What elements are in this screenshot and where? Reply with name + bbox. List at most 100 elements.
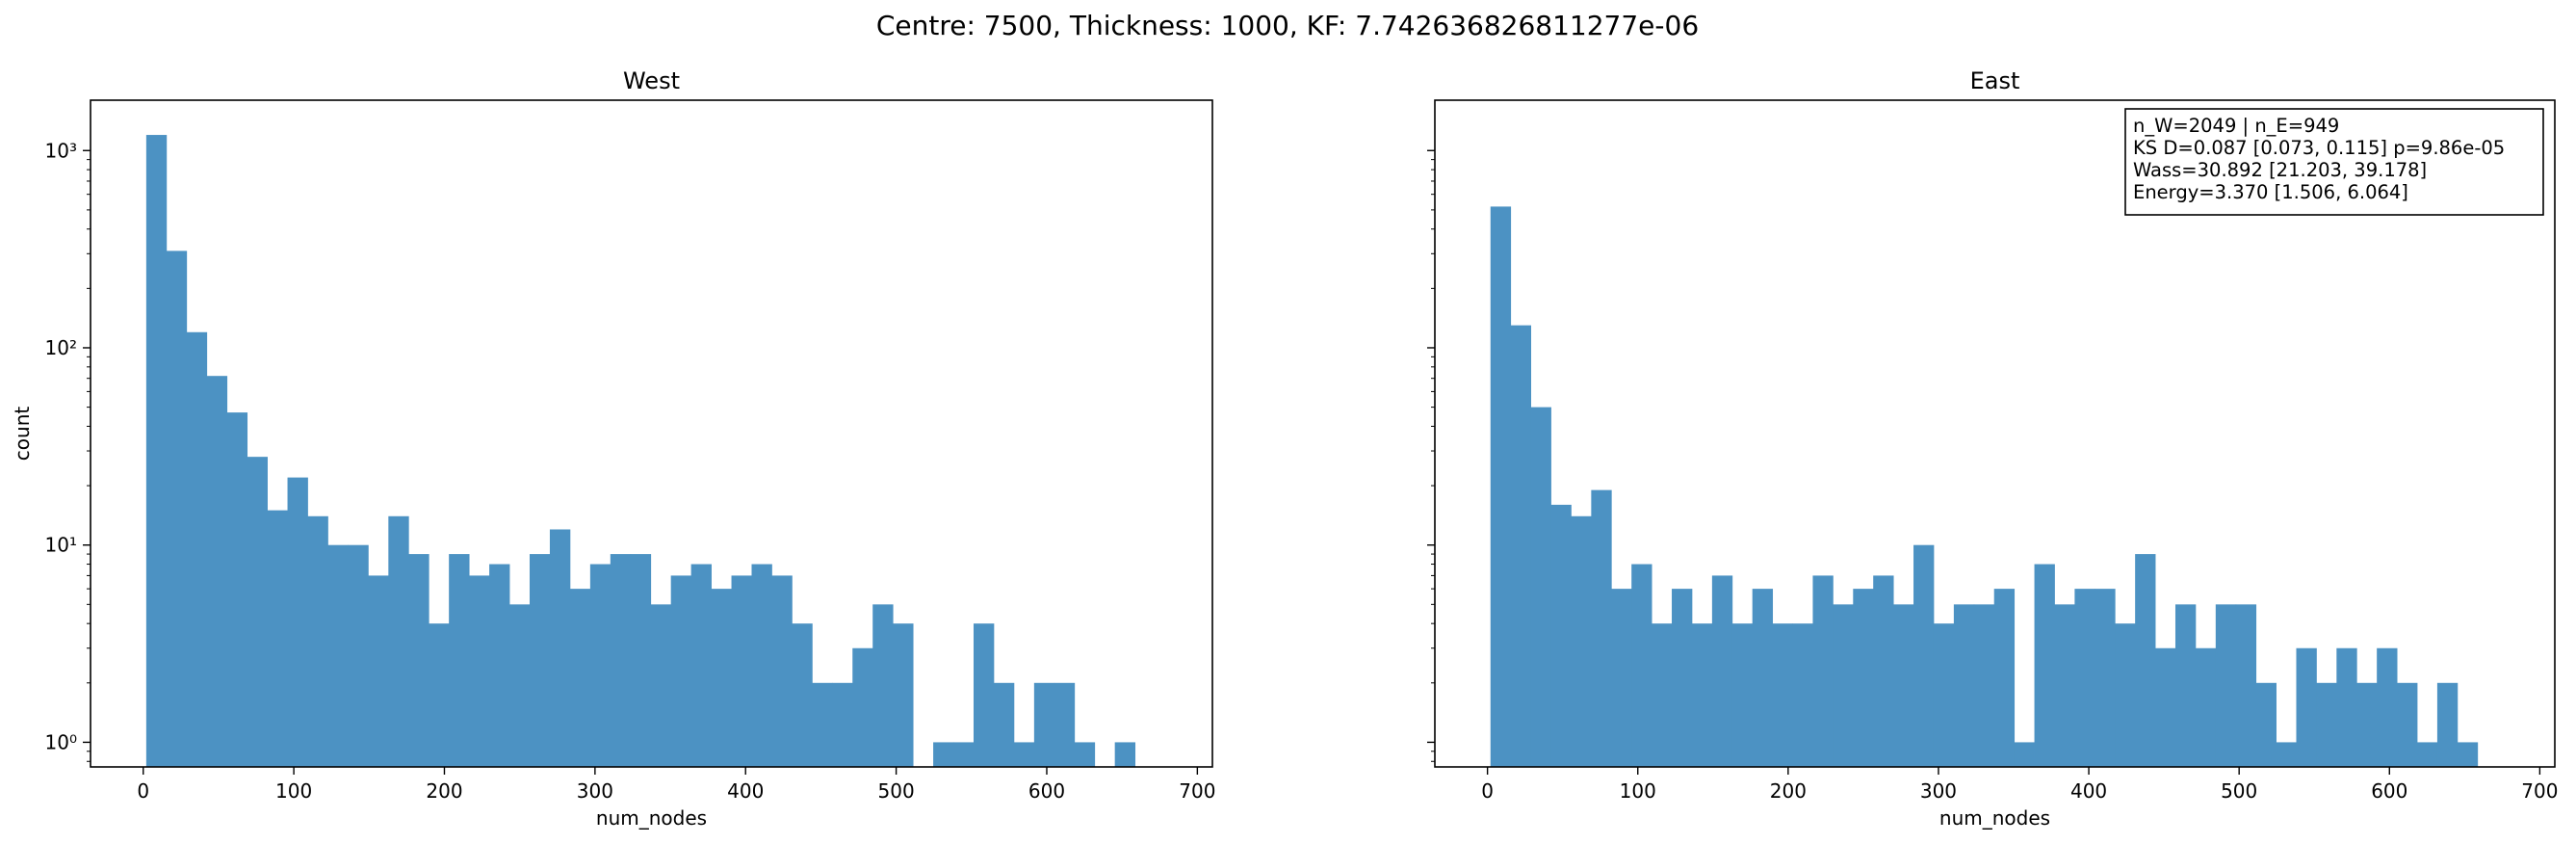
histogram-bar bbox=[872, 604, 894, 767]
histogram-bar bbox=[1591, 489, 1612, 767]
histogram-bar bbox=[388, 515, 409, 767]
histogram-bar bbox=[1611, 589, 1632, 767]
histogram-bar bbox=[1054, 682, 1076, 767]
histogram-bar bbox=[247, 457, 268, 767]
histogram-bar bbox=[1033, 682, 1055, 767]
histogram-bar bbox=[2417, 742, 2438, 767]
east-bars bbox=[1490, 206, 2479, 767]
x-tick-label: 300 bbox=[577, 779, 613, 803]
histogram-bar bbox=[1510, 325, 1531, 767]
histogram-bar bbox=[2436, 682, 2459, 767]
figure-title: Centre: 7500, Thickness: 1000, KF: 7.742… bbox=[876, 10, 1699, 41]
histogram-bar bbox=[2397, 682, 2418, 767]
stats-annotation-box: n_W=2049 | n_E=949 KS D=0.087 [0.073, 0.… bbox=[2124, 108, 2544, 216]
histogram-bar bbox=[186, 331, 208, 767]
y-tick-label: 10¹ bbox=[45, 534, 77, 557]
x-tick-label: 0 bbox=[137, 779, 149, 803]
histogram-bar bbox=[1953, 604, 1975, 767]
histogram-bar bbox=[1873, 575, 1894, 767]
histogram-bar bbox=[973, 623, 995, 767]
histogram-bar bbox=[2377, 647, 2398, 767]
histogram-bar bbox=[589, 564, 611, 767]
histogram-bar bbox=[408, 554, 429, 767]
histogram-bar bbox=[2215, 604, 2237, 767]
x-tick-label: 600 bbox=[2371, 779, 2407, 803]
histogram-bar bbox=[1893, 604, 1914, 767]
histogram-bar bbox=[690, 564, 712, 767]
histogram-bar bbox=[933, 742, 954, 767]
stats-line-counts: n_W=2049 | n_E=949 bbox=[2133, 115, 2339, 137]
histogram-bar bbox=[2135, 554, 2156, 767]
histogram-bar bbox=[1752, 589, 1774, 767]
histogram-bar bbox=[1933, 623, 1955, 767]
histogram-bar bbox=[771, 575, 793, 767]
histogram-bar bbox=[1074, 742, 1096, 767]
histogram-bar bbox=[2054, 604, 2075, 767]
histogram-bar bbox=[1772, 623, 1793, 767]
stats-line-ks: KS D=0.087 [0.073, 0.115] p=9.86e-05 bbox=[2133, 137, 2505, 159]
histogram-bar bbox=[751, 564, 772, 767]
histogram-bar bbox=[549, 529, 571, 767]
x-tick-label: 300 bbox=[1920, 779, 1957, 803]
west-y-axis-label: count bbox=[11, 407, 34, 462]
histogram-bar bbox=[206, 376, 228, 767]
histogram-bar bbox=[2316, 682, 2337, 767]
west-title: West bbox=[623, 67, 680, 94]
y-tick-label: 10³ bbox=[45, 139, 77, 162]
x-tick-label: 700 bbox=[2521, 779, 2558, 803]
histogram-bar bbox=[2235, 604, 2257, 767]
east-title: East bbox=[1970, 67, 2020, 94]
histogram-bar bbox=[2195, 647, 2217, 767]
histogram-bar bbox=[2174, 604, 2197, 767]
histogram-bar bbox=[2336, 647, 2357, 767]
histogram-bar bbox=[429, 623, 450, 767]
histogram-bar bbox=[993, 682, 1015, 767]
histogram-bar bbox=[2034, 564, 2055, 767]
histogram-bar bbox=[1530, 407, 1551, 767]
histogram-bar bbox=[2296, 647, 2317, 767]
west-axes-frame bbox=[90, 99, 1213, 768]
histogram-bar bbox=[812, 682, 833, 767]
histogram-bar bbox=[893, 623, 914, 767]
histogram-bar bbox=[792, 623, 813, 767]
histogram-bar bbox=[1550, 504, 1572, 767]
histogram-bar bbox=[1114, 742, 1136, 767]
histogram-bar bbox=[953, 742, 975, 767]
histogram-bar bbox=[2356, 682, 2378, 767]
histogram-bar bbox=[2155, 647, 2176, 767]
histogram-bar bbox=[670, 575, 692, 767]
histogram-bar bbox=[1711, 575, 1733, 767]
histogram-bar bbox=[630, 554, 652, 767]
stats-line-energy: Energy=3.370 [1.506, 6.064] bbox=[2133, 181, 2408, 203]
histogram-bar bbox=[2115, 623, 2136, 767]
histogram-bar bbox=[307, 515, 328, 767]
histogram-bar bbox=[1731, 623, 1754, 767]
stats-annotation-frame bbox=[2124, 108, 2544, 216]
x-tick-label: 100 bbox=[1620, 779, 1656, 803]
stats-line-wass: Wass=30.892 [21.203, 39.178] bbox=[2133, 159, 2427, 181]
histogram-bar bbox=[2095, 589, 2116, 767]
histogram-bar bbox=[1490, 206, 1512, 767]
west-panel: West 0 100 200 300 400 500 600 70010⁰10¹10²10³ … bbox=[11, 67, 1215, 830]
x-tick-label: 600 bbox=[1028, 779, 1065, 803]
histogram-bar bbox=[711, 589, 732, 767]
histogram-bar bbox=[368, 575, 389, 767]
x-tick-label: 500 bbox=[2221, 779, 2257, 803]
x-tick-label: 100 bbox=[275, 779, 312, 803]
histogram-bar bbox=[1672, 589, 1693, 767]
histogram-bar bbox=[2074, 589, 2095, 767]
histogram-bar bbox=[267, 510, 288, 767]
histogram-bar bbox=[327, 544, 349, 767]
histogram-bar bbox=[1652, 623, 1673, 767]
histogram-bar bbox=[650, 604, 672, 767]
histogram-bar bbox=[569, 589, 591, 767]
histogram-bar bbox=[1691, 623, 1713, 767]
x-tick-label: 400 bbox=[727, 779, 764, 803]
histogram-bar bbox=[2276, 742, 2297, 767]
east-axes-frame bbox=[1434, 99, 2556, 768]
histogram-bar bbox=[529, 554, 551, 767]
y-tick-label: 10⁰ bbox=[45, 730, 77, 753]
histogram-bar bbox=[1853, 589, 1874, 767]
west-bars bbox=[145, 135, 1136, 768]
